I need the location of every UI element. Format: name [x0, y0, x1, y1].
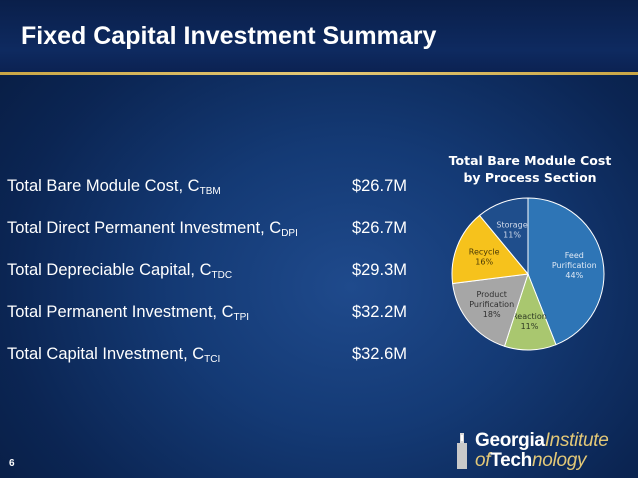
title-rule [0, 72, 638, 75]
summary-label: Total Capital Investment, CTCI [7, 345, 221, 365]
summary-value: $32.6M [351, 345, 407, 363]
pie-label-reaction: Reaction 11% [512, 312, 547, 331]
pie-label-feed-purification: Feed Purification 44% [552, 251, 597, 280]
summary-value: $32.2M [351, 303, 407, 321]
summary-value: $26.7M [351, 219, 407, 237]
page-title: Fixed Capital Investment Summary [21, 22, 437, 50]
summary-label: Total Direct Permanent Investment, CDPI [7, 219, 298, 239]
chart-title: Total Bare Module Cost by Process Sectio… [448, 153, 612, 185]
summary-row-tbm: Total Bare Module Cost, CTBM $26.7M [7, 177, 417, 201]
page-number: 6 [9, 458, 15, 469]
pie-slice-product-purification [452, 273, 529, 347]
summary-row-dpi: Total Direct Permanent Investment, CDPI … [7, 219, 417, 243]
pie-slice-feed-purification [527, 197, 605, 346]
summary-row-tdc: Total Depreciable Capital, CTDC $29.3M [7, 261, 417, 285]
pie-label-storage: Storage 11% [496, 221, 527, 240]
summary-row-tpi: Total Permanent Investment, CTPI $32.2M [7, 303, 417, 327]
tech-tower-icon [457, 433, 467, 469]
pie-chart: Feed Purification 44% Reaction 11%Product Pur… [451, 197, 605, 351]
title-bar [0, 0, 638, 72]
summary-row-tci: Total Capital Investment, CTCI $32.6M [7, 345, 417, 369]
pie-slice-storage [478, 197, 529, 276]
pie-label-product-purification: Product Purification 18% [469, 290, 514, 319]
pie-slice-recycle [451, 214, 529, 285]
summary-value: $26.7M [351, 177, 407, 195]
summary-label: Total Depreciable Capital, CTDC [7, 261, 233, 281]
summary-label: Total Permanent Investment, CTPI [7, 303, 250, 323]
summary-value: $29.3M [351, 261, 407, 279]
pie-label-recycle: Recycle 16% [469, 248, 500, 267]
summary-label: Total Bare Module Cost, CTBM [7, 177, 221, 197]
georgia-tech-logo: GeorgiaInstitute ofTechnology [455, 429, 633, 473]
